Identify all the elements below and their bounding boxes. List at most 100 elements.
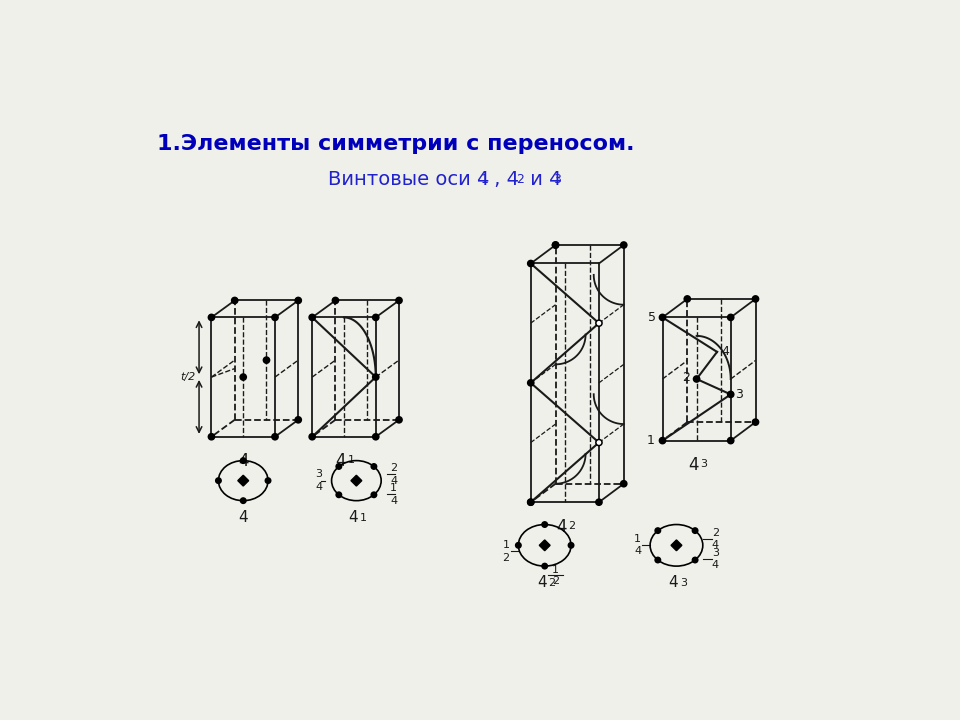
- Circle shape: [621, 242, 627, 248]
- Circle shape: [216, 478, 221, 483]
- Text: 4: 4: [348, 510, 358, 525]
- Circle shape: [655, 528, 660, 534]
- Circle shape: [272, 315, 278, 320]
- Text: 2: 2: [390, 464, 397, 473]
- Circle shape: [309, 315, 315, 320]
- Text: 2: 2: [516, 174, 524, 186]
- Circle shape: [692, 557, 698, 563]
- Text: 4: 4: [390, 476, 397, 485]
- Text: 1: 1: [480, 174, 489, 186]
- Circle shape: [208, 433, 214, 440]
- Circle shape: [241, 498, 246, 503]
- Text: 4: 4: [711, 540, 719, 550]
- Circle shape: [753, 419, 758, 426]
- Circle shape: [263, 357, 270, 363]
- Circle shape: [528, 379, 534, 386]
- Circle shape: [655, 557, 660, 563]
- Circle shape: [265, 478, 271, 483]
- Text: 2: 2: [502, 553, 510, 562]
- Text: 2: 2: [552, 576, 559, 586]
- Text: 4: 4: [238, 510, 248, 525]
- Circle shape: [596, 320, 602, 326]
- Text: 2: 2: [548, 577, 555, 588]
- Circle shape: [295, 417, 301, 423]
- Circle shape: [396, 297, 402, 304]
- Text: 5: 5: [648, 311, 657, 324]
- Circle shape: [542, 522, 547, 527]
- Circle shape: [372, 433, 379, 440]
- Text: 4: 4: [390, 495, 397, 505]
- Text: 1: 1: [348, 455, 354, 465]
- Text: 3: 3: [680, 577, 687, 588]
- Circle shape: [692, 528, 698, 534]
- Polygon shape: [351, 475, 362, 486]
- Text: 1: 1: [390, 483, 397, 493]
- Circle shape: [231, 297, 238, 304]
- Circle shape: [552, 242, 559, 248]
- Circle shape: [396, 417, 402, 423]
- Text: 4: 4: [711, 560, 719, 570]
- Text: 1: 1: [360, 513, 367, 523]
- Circle shape: [528, 261, 534, 266]
- Circle shape: [309, 433, 315, 440]
- Circle shape: [336, 492, 342, 498]
- Text: 4: 4: [557, 518, 567, 536]
- Circle shape: [693, 376, 700, 382]
- Text: 4: 4: [537, 575, 546, 590]
- Circle shape: [372, 464, 376, 469]
- Circle shape: [728, 438, 733, 444]
- Text: Винтовые оси 4: Винтовые оси 4: [327, 169, 489, 189]
- Circle shape: [240, 374, 247, 380]
- Circle shape: [241, 458, 246, 463]
- Text: и 4: и 4: [524, 169, 562, 189]
- Text: 4: 4: [238, 452, 249, 470]
- Text: , 4: , 4: [488, 169, 519, 189]
- Circle shape: [753, 296, 758, 302]
- Circle shape: [596, 499, 602, 505]
- Circle shape: [621, 481, 627, 487]
- Text: 1: 1: [552, 565, 559, 575]
- Circle shape: [372, 492, 376, 498]
- Circle shape: [332, 297, 339, 304]
- Text: 4: 4: [688, 456, 699, 474]
- Circle shape: [516, 543, 521, 548]
- Circle shape: [660, 438, 665, 444]
- Text: 1.Элементы симметрии с переносом.: 1.Элементы симметрии с переносом.: [157, 134, 635, 154]
- Circle shape: [372, 374, 379, 380]
- Circle shape: [660, 315, 665, 320]
- Circle shape: [728, 391, 733, 397]
- Text: 1: 1: [647, 434, 655, 447]
- Circle shape: [295, 297, 301, 304]
- Circle shape: [684, 296, 690, 302]
- Circle shape: [208, 315, 214, 320]
- Circle shape: [542, 564, 547, 569]
- Circle shape: [596, 439, 602, 446]
- Text: 3: 3: [700, 459, 708, 469]
- Polygon shape: [671, 540, 682, 551]
- Text: 4: 4: [316, 482, 323, 492]
- Text: 4: 4: [336, 452, 347, 470]
- Circle shape: [728, 315, 733, 320]
- Circle shape: [568, 543, 574, 548]
- Circle shape: [552, 242, 559, 248]
- Text: 2: 2: [711, 528, 719, 538]
- Circle shape: [528, 499, 534, 505]
- Text: 1: 1: [635, 534, 641, 544]
- Text: 4: 4: [635, 546, 641, 557]
- Text: 3: 3: [316, 469, 323, 480]
- Circle shape: [528, 499, 534, 505]
- Text: 4: 4: [668, 575, 678, 590]
- Text: t/2: t/2: [180, 372, 196, 382]
- Text: 2: 2: [568, 521, 575, 531]
- Text: 3: 3: [711, 548, 719, 558]
- Circle shape: [372, 315, 379, 320]
- Text: 3: 3: [735, 388, 743, 401]
- Circle shape: [336, 464, 342, 469]
- Text: 3: 3: [553, 174, 561, 186]
- Polygon shape: [540, 540, 550, 551]
- Text: 4: 4: [722, 346, 730, 359]
- Circle shape: [272, 433, 278, 440]
- Polygon shape: [238, 475, 249, 486]
- Text: 1: 1: [502, 540, 510, 550]
- Text: 2: 2: [683, 371, 690, 384]
